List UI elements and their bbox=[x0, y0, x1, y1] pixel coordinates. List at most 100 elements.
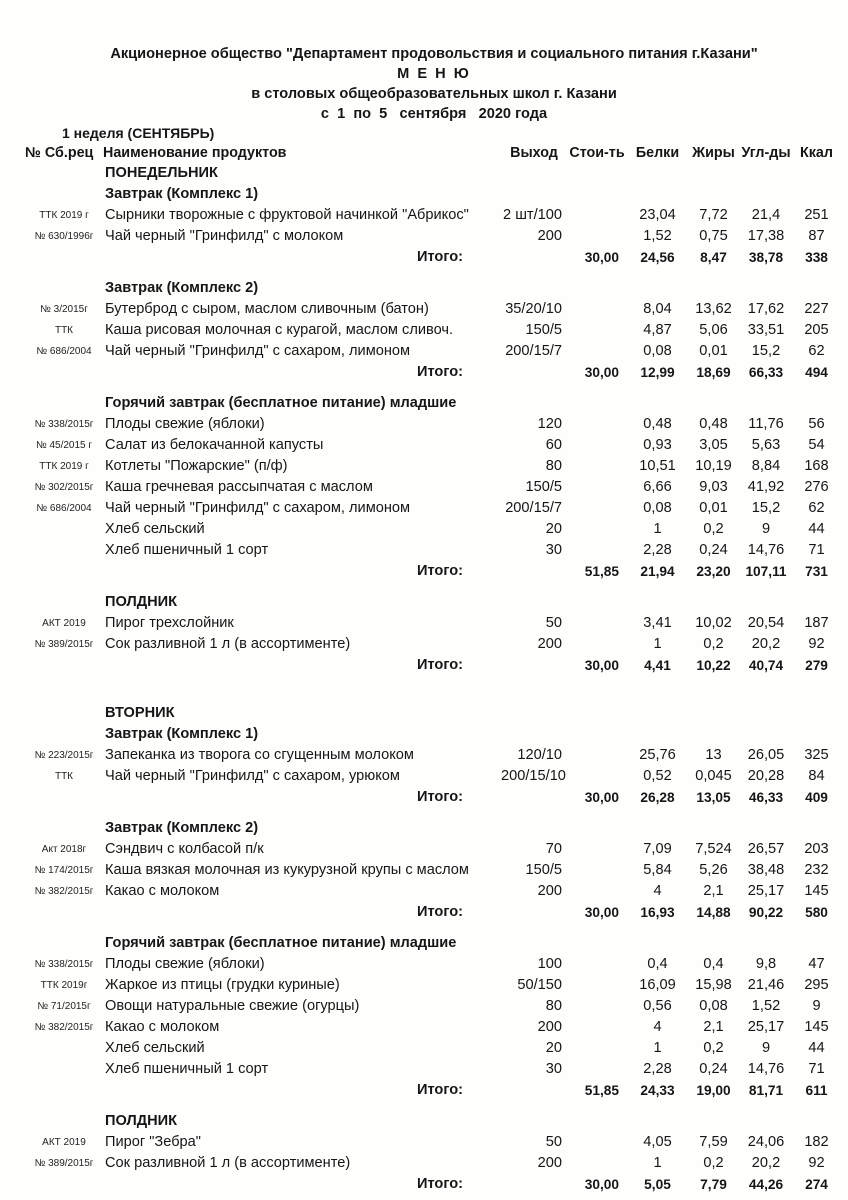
item-cost bbox=[567, 456, 627, 477]
item-name: Какао с молоком bbox=[105, 1019, 220, 1035]
item-kcal: 295 bbox=[804, 977, 829, 993]
total-label: Итого: bbox=[416, 364, 463, 380]
menu-item-row: ТТК 2019 г Сырники творожные с фруктовой … bbox=[25, 205, 840, 226]
day-heading-row: ВТОРНИК bbox=[25, 703, 840, 724]
menu-item-row: ТТК Чай черный "Гринфилд" с сахаром, урюк… bbox=[25, 766, 840, 787]
section-title: Завтрак (Комплекс 1) bbox=[105, 186, 259, 202]
item-protein: 3,41 bbox=[643, 615, 672, 631]
item-output: 50 bbox=[545, 615, 562, 631]
section-title: Завтрак (Комплекс 2) bbox=[105, 280, 259, 296]
section-title: Завтрак (Комплекс 1) bbox=[105, 726, 259, 742]
item-protein: 0,48 bbox=[643, 416, 672, 432]
total-label: Итого: bbox=[416, 249, 463, 265]
total-label: Итого: bbox=[416, 904, 463, 920]
organization-name: Акционерное общество "Департамент продов… bbox=[110, 46, 758, 62]
total-carbs: 44,26 bbox=[748, 1177, 784, 1192]
section-heading-row: ПОЛДНИК bbox=[25, 592, 840, 613]
item-code: ТТК 2019 г bbox=[39, 210, 89, 221]
section-title: ПОЛДНИК bbox=[105, 594, 178, 610]
item-code: ТТК bbox=[54, 325, 74, 336]
item-kcal: 325 bbox=[804, 747, 829, 763]
item-cost bbox=[567, 1153, 627, 1174]
item-name: Пирог "Зебра" bbox=[105, 1134, 201, 1150]
day-title: ПОНЕДЕЛЬНИК bbox=[105, 165, 218, 181]
total-cost: 30,00 bbox=[584, 790, 619, 805]
col-header-protein: Белки bbox=[635, 145, 680, 161]
item-output: 30 bbox=[545, 1061, 562, 1077]
item-fat: 0,045 bbox=[695, 768, 732, 784]
spacer-cell bbox=[25, 582, 840, 592]
col-header-name: Наименование продуктов bbox=[103, 145, 287, 161]
item-protein: 16,09 bbox=[639, 977, 676, 993]
week-label: 1 неделя (СЕНТЯБРЬ) bbox=[62, 125, 215, 141]
spacer-row bbox=[25, 1101, 840, 1111]
total-output-spacer bbox=[501, 787, 567, 808]
item-code: № 630/1996г bbox=[34, 231, 94, 242]
item-cost bbox=[567, 766, 627, 787]
total-fat: 8,47 bbox=[700, 250, 727, 265]
item-kcal: 62 bbox=[808, 343, 825, 359]
total-output-spacer bbox=[501, 561, 567, 582]
item-kcal: 145 bbox=[804, 883, 829, 899]
item-carbs: 15,2 bbox=[751, 343, 781, 359]
item-cost bbox=[567, 1038, 627, 1059]
item-protein: 0,08 bbox=[643, 343, 672, 359]
item-kcal: 44 bbox=[808, 521, 825, 537]
section-title: Горячий завтрак (бесплатное питание) мла… bbox=[105, 935, 457, 951]
item-fat: 3,05 bbox=[699, 437, 728, 453]
document-header: Акционерное общество "Департамент продов… bbox=[25, 44, 843, 124]
col-header-carbs: Угл-ды bbox=[741, 145, 791, 161]
item-carbs: 14,76 bbox=[747, 542, 785, 558]
item-kcal: 227 bbox=[804, 301, 829, 317]
item-code: № 389/2015г bbox=[34, 1158, 94, 1169]
item-output: 150/5 bbox=[525, 479, 562, 495]
total-output-spacer bbox=[501, 362, 567, 383]
item-kcal: 182 bbox=[804, 1134, 829, 1150]
item-kcal: 92 bbox=[808, 1155, 825, 1171]
item-carbs: 5,63 bbox=[751, 437, 781, 453]
item-carbs: 20,28 bbox=[747, 768, 785, 784]
spacer-cell bbox=[25, 383, 840, 393]
item-output: 200/15/7 bbox=[505, 500, 562, 516]
section-heading-row: Завтрак (Комплекс 1) bbox=[25, 724, 840, 745]
item-name: Плоды свежие (яблоки) bbox=[105, 416, 265, 432]
menu-item-row: № 302/2015г Каша гречневая рассыпчатая с … bbox=[25, 477, 840, 498]
item-code bbox=[25, 540, 103, 561]
total-code-spacer bbox=[25, 902, 103, 923]
item-carbs: 20,2 bbox=[751, 636, 781, 652]
menu-item-row: АКТ 2019 Пирог "Зебра" 50 4,05 7,59 24,06 182 bbox=[25, 1132, 840, 1153]
item-cost bbox=[567, 435, 627, 456]
item-protein: 23,04 bbox=[639, 207, 676, 223]
total-label: Итого: bbox=[416, 1082, 463, 1098]
total-cost: 30,00 bbox=[584, 250, 619, 265]
total-carbs: 81,71 bbox=[748, 1083, 784, 1098]
item-name: Хлеб сельский bbox=[105, 1040, 205, 1056]
spacer-row bbox=[25, 582, 840, 592]
item-carbs: 38,48 bbox=[747, 862, 785, 878]
total-code-spacer bbox=[25, 1174, 103, 1195]
document-subtitle: в столовых общеобразовательных школ г. К… bbox=[251, 86, 617, 102]
table-header-row: № Сб.рец Наименование продуктов Выход Ст… bbox=[25, 143, 840, 163]
item-name: Бутерброд с сыром, маслом сливочным (бат… bbox=[105, 301, 429, 317]
section-title: Завтрак (Комплекс 2) bbox=[105, 820, 259, 836]
total-kcal: 580 bbox=[805, 905, 828, 920]
item-fat: 13 bbox=[705, 747, 722, 763]
item-output: 35/20/10 bbox=[505, 301, 562, 317]
total-fat: 13,05 bbox=[696, 790, 731, 805]
item-output: 80 bbox=[545, 998, 562, 1014]
item-code: № 382/2015г bbox=[34, 886, 94, 897]
total-kcal: 409 bbox=[805, 790, 828, 805]
item-protein: 7,09 bbox=[643, 841, 672, 857]
total-cost: 30,00 bbox=[584, 365, 619, 380]
item-carbs: 20,54 bbox=[747, 615, 785, 631]
item-code: АКТ 2019 bbox=[42, 1137, 86, 1148]
item-protein: 5,84 bbox=[643, 862, 672, 878]
item-cost bbox=[567, 1132, 627, 1153]
item-name: Чай черный "Гринфилд" с сахаром, лимоном bbox=[105, 343, 411, 359]
section-heading-row: Завтрак (Комплекс 1) bbox=[25, 184, 840, 205]
total-output-spacer bbox=[501, 1174, 567, 1195]
item-output: 150/5 bbox=[525, 862, 562, 878]
item-fat: 10,19 bbox=[695, 458, 732, 474]
item-protein: 10,51 bbox=[639, 458, 676, 474]
spacer-cell bbox=[25, 1101, 840, 1111]
